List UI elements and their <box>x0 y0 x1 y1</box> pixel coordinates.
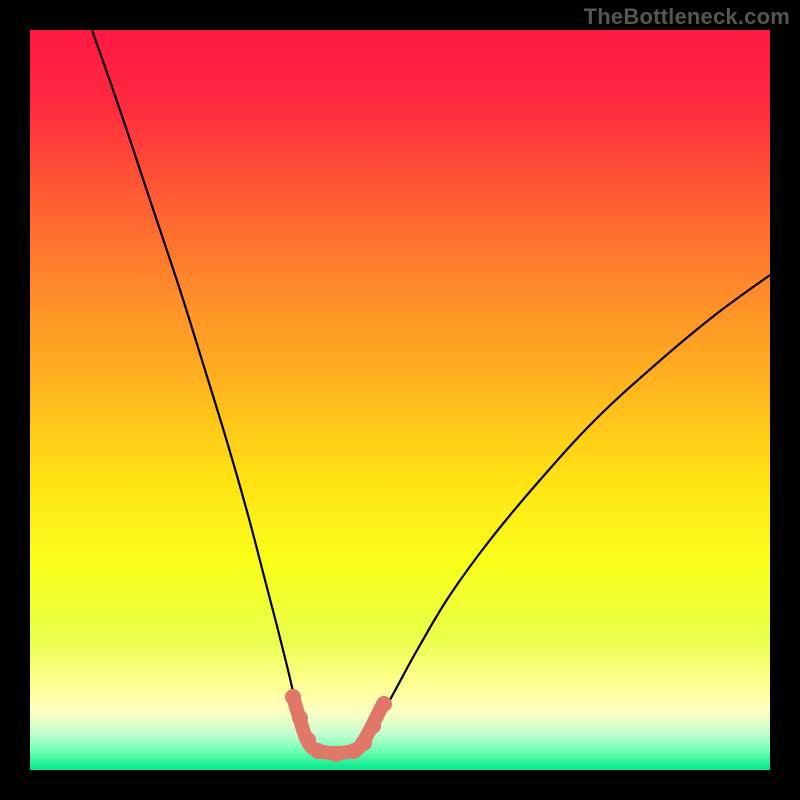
match-dot <box>376 696 392 712</box>
match-dot <box>328 746 344 762</box>
chart-container: { "watermark": { "text": "TheBottleneck.… <box>0 0 800 800</box>
match-dot <box>356 735 372 751</box>
match-dot <box>292 710 308 726</box>
watermark-text: TheBottleneck.com <box>584 4 790 30</box>
bottleneck-chart-svg <box>0 0 800 800</box>
match-dot <box>365 718 381 734</box>
match-dot <box>310 743 326 759</box>
match-dot <box>285 689 301 705</box>
